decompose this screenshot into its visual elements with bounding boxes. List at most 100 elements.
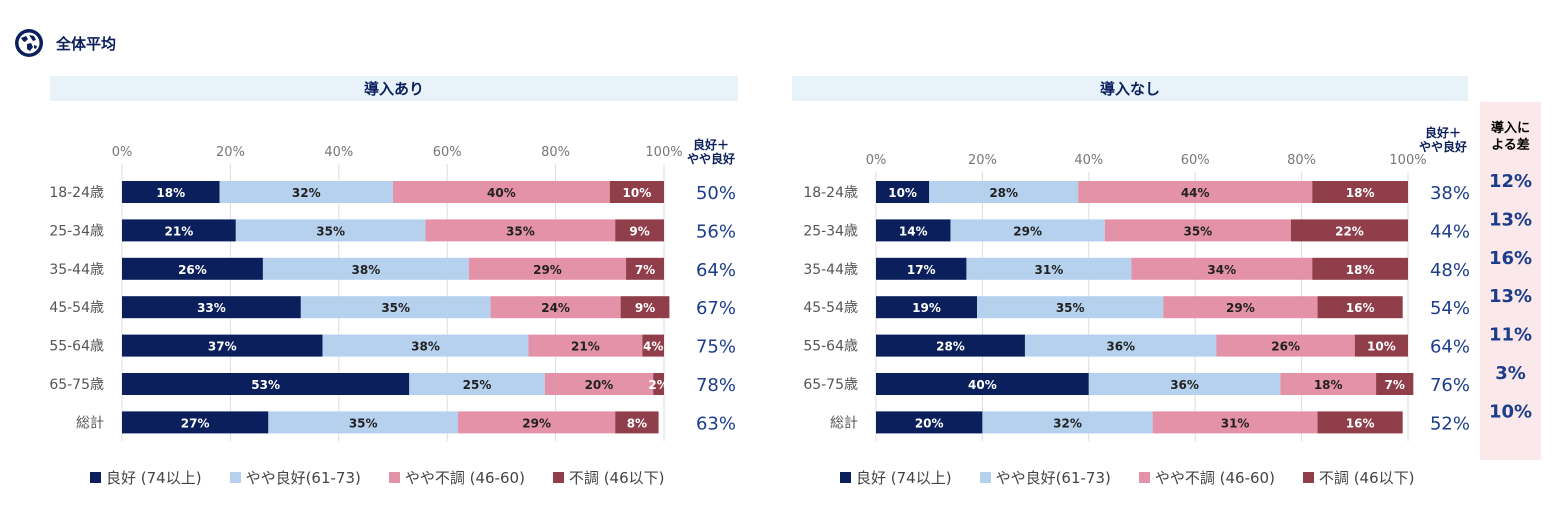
sum-header-line1: 良好＋ (1424, 126, 1461, 140)
total-value: 38% (1430, 183, 1470, 204)
diff-header-line2: よる差 (1491, 138, 1530, 153)
data-label: 35% (316, 224, 345, 238)
bar-segment-good (876, 219, 951, 242)
data-label: 33% (197, 301, 226, 315)
data-label: 24% (541, 301, 570, 315)
bar-segment-good (122, 257, 263, 280)
data-label: 22% (1335, 224, 1364, 238)
category-label: 35-44歳 (50, 262, 104, 278)
bar-segment-poor (1290, 219, 1408, 242)
category-label: 45-54歳 (50, 300, 104, 316)
data-label: 44% (1181, 186, 1210, 200)
total-value: 54% (1430, 298, 1470, 319)
bar-segment-poor (1317, 296, 1403, 319)
x-tick-label: 20% (216, 145, 245, 160)
legend-swatch (388, 472, 400, 483)
total-value: 67% (696, 298, 736, 319)
legend-swatch (1138, 472, 1150, 483)
difference-value: 10% (1489, 401, 1532, 422)
data-label: 35% (381, 301, 410, 315)
legend-item-good: 良好 (74以上) (90, 467, 202, 488)
data-label: 16% (1346, 416, 1375, 430)
bar-segment-slightly_good (322, 334, 529, 357)
bar-segment-poor (609, 181, 664, 203)
diff-header-line1: 導入に (1490, 121, 1530, 136)
data-label: 29% (533, 263, 562, 277)
legend-item-slightly_good: やや良好(61-73) (979, 467, 1111, 488)
data-label: 10% (623, 186, 652, 200)
total-value: 64% (696, 260, 736, 281)
x-tick-label: 20% (968, 153, 997, 168)
chart-title: 導入あり (50, 76, 738, 101)
data-label: 29% (522, 416, 551, 430)
bar-segment-slightly_good (235, 219, 426, 242)
page-title: 全体平均 (56, 34, 117, 53)
legend-swatch (1302, 472, 1314, 483)
bar-segment-poor (615, 411, 659, 434)
total-value: 52% (1430, 413, 1470, 434)
legend-swatch (979, 472, 991, 483)
total-value: 76% (1430, 375, 1470, 396)
globe-icon (15, 29, 43, 57)
difference-values: 12% 13% 16% 13% 11% 3% 10% (1489, 171, 1532, 422)
legend-item-poor: 不調 (46以下) (1302, 467, 1415, 488)
bar-segment-poor (1317, 411, 1403, 434)
bar-segment-good (122, 334, 323, 357)
data-label: 10% (1367, 340, 1396, 354)
bar-segment-poor (1312, 257, 1408, 280)
difference-value: 13% (1489, 286, 1532, 307)
legend-item-poor: 不調 (46以下) (552, 467, 665, 488)
data-label: 40% (487, 186, 516, 200)
data-label: 21% (165, 224, 194, 238)
bar-segment-slightly_poor (544, 373, 654, 395)
data-label: 10% (888, 186, 917, 200)
chart-panel-with-adoption: 導入あり 0% 20% 40% 60% 80% 100% 18-24歳 18% 32% 40% 10… (50, 76, 770, 506)
bar-segment-good (876, 296, 978, 319)
sum-header-line2: やや良好 (686, 152, 735, 166)
difference-column-header: 導入に よる差 (1480, 120, 1541, 154)
chart-with-adoption: 0% 20% 40% 60% 80% 100% 18-24歳 18% 32% 40% 10% 50% 2… (50, 145, 736, 442)
bar-segment-slightly_poor (1131, 257, 1313, 280)
bar-segment-slightly_good (262, 257, 469, 280)
bar-segment-good (122, 411, 269, 434)
bar-segment-slightly_poor (1104, 219, 1291, 242)
bar-segment-poor (626, 257, 664, 280)
bar-segment-good (876, 373, 1089, 395)
bar-segment-slightly_poor (425, 219, 616, 242)
total-value: 56% (696, 221, 736, 242)
x-tick-label: 80% (1287, 153, 1316, 168)
difference-column-background (1480, 102, 1541, 460)
legend-label: 不調 (46以下) (1318, 469, 1415, 487)
bar-segment-poor (1354, 334, 1408, 357)
data-label: 18% (1346, 263, 1375, 277)
category-label: 65-75歳 (50, 377, 104, 393)
legend-item-good: 良好 (74以上) (840, 467, 952, 488)
chart-title: 導入なし (792, 76, 1468, 101)
bar-segment-slightly_good (219, 181, 393, 203)
x-tick-label: 80% (541, 145, 570, 160)
data-label: 32% (292, 186, 321, 200)
total-value: 64% (1430, 337, 1470, 358)
data-label: 2% (648, 378, 668, 392)
category-label: 65-75歳 (803, 377, 858, 393)
bar-segment-poor (1376, 373, 1414, 395)
data-label: 35% (506, 224, 535, 238)
category-label: 25-34歳 (50, 223, 104, 239)
data-label: 38% (411, 340, 440, 354)
bar-segment-good (122, 181, 220, 203)
x-tick-label: 0% (866, 153, 887, 168)
bar-segment-slightly_good (929, 181, 1079, 203)
difference-value: 3% (1495, 363, 1526, 384)
data-label: 35% (349, 416, 378, 430)
bar-segment-slightly_poor (1216, 334, 1355, 357)
data-label: 19% (912, 301, 941, 315)
legend-label: 不調 (46以下) (568, 469, 665, 487)
bar-segment-good (122, 296, 301, 319)
category-label: 55-64歳 (803, 339, 858, 355)
x-tick-label: 60% (1181, 153, 1210, 168)
data-label: 32% (1053, 416, 1082, 430)
difference-value: 16% (1489, 248, 1532, 269)
data-label: 8% (627, 416, 647, 430)
bar-segment-slightly_poor (458, 411, 616, 434)
data-label: 38% (352, 263, 381, 277)
